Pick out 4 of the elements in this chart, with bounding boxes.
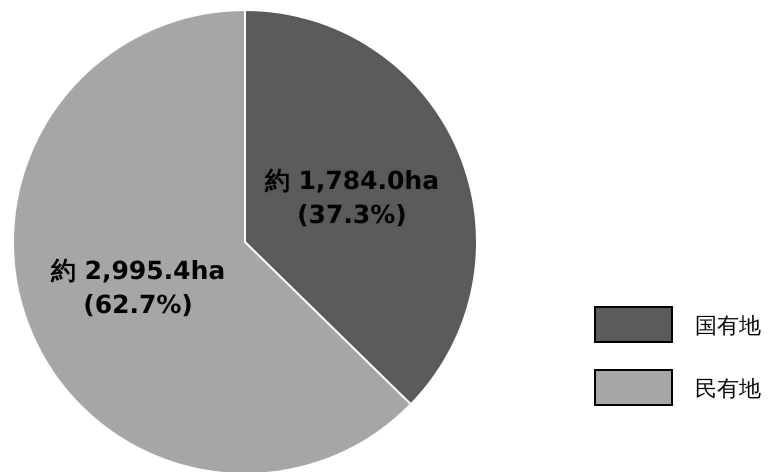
data-label: 約 1,784.0ha (37.3%) — [264, 166, 440, 230]
data-label: 約 2,995.4ha (62.7%) — [50, 256, 226, 319]
legend-label: 民有地 — [695, 377, 761, 402]
legend-label: 国有地 — [695, 314, 761, 339]
